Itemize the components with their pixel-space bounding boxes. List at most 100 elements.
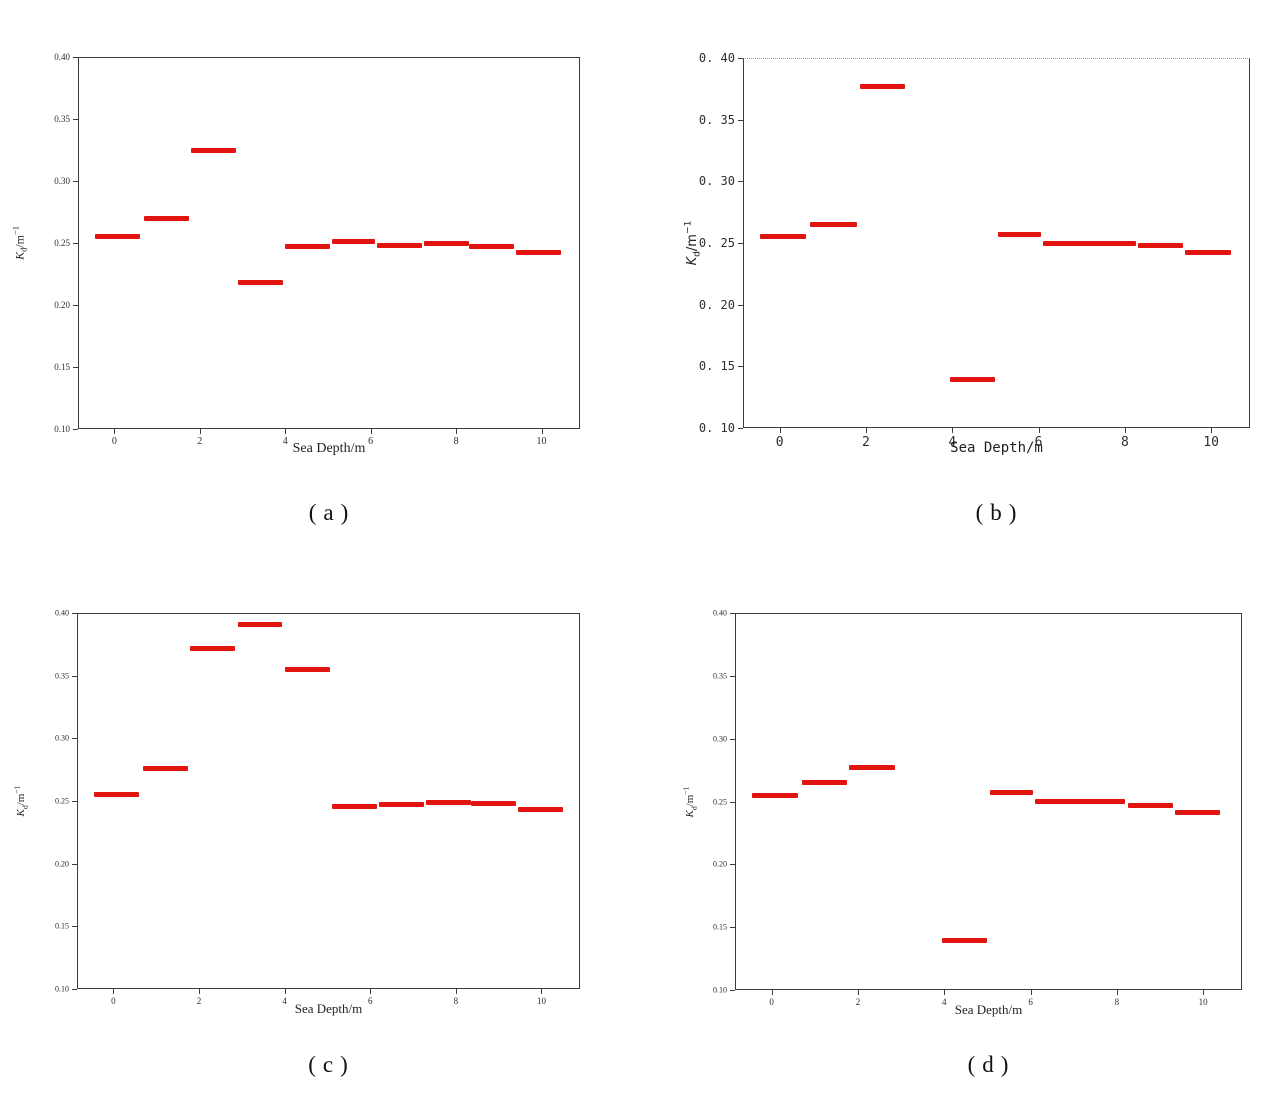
y-tick-mark bbox=[73, 181, 78, 182]
x-tick-label: 0 bbox=[769, 997, 774, 1007]
data-segment bbox=[284, 666, 330, 672]
y-tick-label: 0.20 bbox=[55, 859, 69, 869]
x-tick-label: 10 bbox=[1203, 435, 1219, 450]
data-segment bbox=[989, 790, 1033, 796]
y-tick-mark bbox=[730, 613, 735, 614]
x-tick-mark bbox=[1038, 428, 1040, 433]
x-tick-label: 10 bbox=[536, 436, 547, 447]
data-segment bbox=[144, 215, 190, 221]
y-tick-label: 0. 20 bbox=[698, 297, 735, 312]
x-tick-label: 4 bbox=[942, 997, 947, 1007]
x-tick-label: 6 bbox=[1028, 997, 1033, 1007]
x-tick-mark bbox=[1030, 990, 1032, 995]
x-tick-label: 0 bbox=[775, 435, 784, 450]
y-tick-label: 0.35 bbox=[55, 671, 69, 681]
y-tick-label: 0.10 bbox=[54, 424, 70, 434]
x-tick-mark bbox=[541, 989, 543, 994]
x-tick-label: 0 bbox=[111, 996, 116, 1006]
caption-d: (d) bbox=[967, 1052, 1016, 1077]
data-segment bbox=[332, 239, 375, 245]
caption-b: (b) bbox=[975, 500, 1024, 525]
y-tick-mark bbox=[72, 989, 77, 990]
y-tick-label: 0.25 bbox=[713, 797, 727, 806]
y-tick-label: 0.10 bbox=[55, 984, 69, 994]
data-segment bbox=[238, 280, 284, 286]
y-tick-mark bbox=[738, 119, 743, 121]
x-tick-mark bbox=[113, 989, 115, 994]
data-segment bbox=[1175, 810, 1221, 816]
y-axis-label: Kd/m−1 bbox=[681, 786, 699, 817]
data-segment bbox=[470, 801, 516, 806]
y-tick-label: 0. 10 bbox=[698, 421, 735, 435]
y-tick-mark bbox=[730, 675, 735, 677]
data-segment bbox=[1042, 240, 1136, 246]
y-tick-mark bbox=[73, 57, 78, 58]
data-segment bbox=[331, 803, 377, 809]
y-tick-label: 0.15 bbox=[54, 362, 70, 372]
y-tick-mark bbox=[73, 119, 78, 120]
data-segment bbox=[378, 802, 424, 808]
x-tick-mark bbox=[370, 989, 372, 994]
y-tick-label: 0. 35 bbox=[698, 112, 735, 127]
data-segment bbox=[849, 765, 895, 771]
y-tick-label: 0.25 bbox=[55, 796, 69, 806]
x-tick-label: 8 bbox=[1114, 997, 1120, 1007]
y-tick-mark bbox=[72, 675, 77, 677]
data-segment bbox=[424, 240, 469, 246]
y-tick-label: 0.40 bbox=[55, 608, 69, 618]
y-axis-label: Kd/m−1 bbox=[683, 220, 703, 266]
y-tick-mark bbox=[738, 243, 743, 244]
y-tick-label: 0.35 bbox=[54, 114, 70, 124]
y-tick-label: 0.40 bbox=[54, 52, 70, 62]
y-tick-label: 0.15 bbox=[713, 922, 727, 932]
y-tick-mark bbox=[72, 613, 77, 614]
data-segment bbox=[94, 792, 140, 798]
x-tick-label: 2 bbox=[197, 436, 203, 447]
x-tick-mark bbox=[285, 429, 287, 434]
y-tick-label: 0.20 bbox=[713, 859, 727, 869]
caption-a: (a) bbox=[308, 500, 356, 525]
x-tick-mark bbox=[114, 429, 116, 434]
x-tick-mark bbox=[944, 990, 946, 995]
y-tick-label: 0.35 bbox=[713, 671, 727, 681]
y-axis-label: Kd/m−1 bbox=[12, 785, 30, 817]
x-tick-label: 6 bbox=[1034, 435, 1043, 450]
y-tick-mark bbox=[738, 181, 743, 183]
caption-c: (c) bbox=[308, 1052, 355, 1077]
data-segment bbox=[809, 222, 858, 227]
x-tick-mark bbox=[952, 428, 954, 433]
y-tick-mark bbox=[72, 926, 77, 928]
x-tick-mark bbox=[541, 429, 543, 434]
y-tick-label: 0.10 bbox=[713, 985, 727, 995]
x-tick-mark bbox=[199, 989, 200, 994]
data-segment bbox=[997, 231, 1041, 237]
x-tick-mark bbox=[199, 429, 201, 434]
data-segment bbox=[760, 234, 806, 240]
x-tick-mark bbox=[1116, 990, 1118, 995]
y-tick-mark bbox=[730, 801, 735, 803]
y-tick-mark bbox=[72, 738, 77, 740]
x-tick-label: 8 bbox=[1120, 435, 1129, 450]
x-tick-mark bbox=[1211, 428, 1213, 433]
data-segment bbox=[1034, 799, 1126, 804]
x-tick-mark bbox=[857, 990, 859, 995]
y-tick-label: 0.30 bbox=[55, 733, 69, 743]
data-segment bbox=[950, 377, 996, 383]
data-segment bbox=[752, 792, 798, 798]
x-tick-label: 4 bbox=[282, 436, 288, 447]
data-segment bbox=[190, 645, 236, 651]
plot-area-a bbox=[78, 57, 580, 429]
y-tick-label: 0.40 bbox=[713, 608, 727, 618]
y-tick-label: 0.30 bbox=[713, 734, 727, 744]
y-tick-label: 0.15 bbox=[55, 921, 69, 931]
x-tick-mark bbox=[865, 428, 867, 433]
x-tick-mark bbox=[779, 428, 781, 433]
x-tick-label: 2 bbox=[196, 996, 202, 1006]
y-tick-mark bbox=[730, 864, 735, 866]
y-tick-mark bbox=[730, 738, 735, 740]
x-axis-label: Sea Depth/m bbox=[954, 1002, 1023, 1017]
y-tick-mark bbox=[73, 429, 78, 430]
data-segment bbox=[95, 234, 140, 240]
data-segment bbox=[859, 83, 905, 89]
data-segment bbox=[515, 250, 561, 256]
